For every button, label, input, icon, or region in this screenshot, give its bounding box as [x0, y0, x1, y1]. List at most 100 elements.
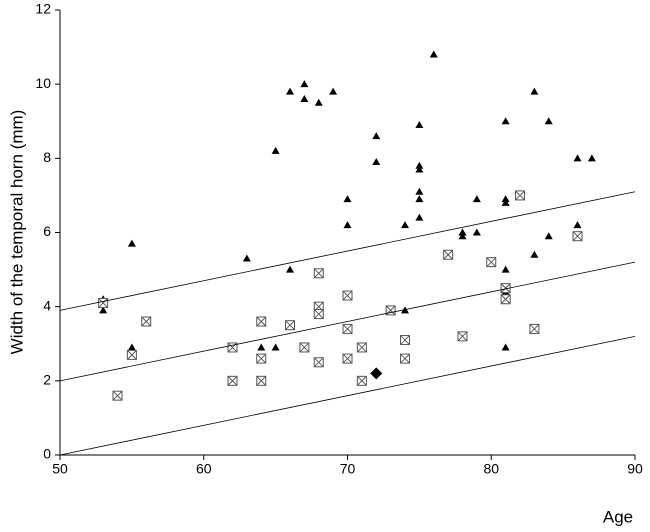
square-cross [500, 294, 511, 305]
square-point [112, 390, 123, 401]
fit-line [59, 191, 636, 311]
x-tick-label: 90 [627, 461, 643, 477]
square-cross [112, 390, 123, 401]
triangle-point [329, 87, 338, 95]
square-cross [400, 335, 410, 345]
triangle-point [472, 228, 481, 236]
square-cross [400, 353, 410, 364]
square-cross [299, 342, 310, 353]
square-cross [357, 375, 367, 386]
square-cross [515, 190, 525, 201]
square-point [141, 316, 152, 327]
diamond-point [370, 367, 383, 380]
y-tick-label: 4 [43, 297, 51, 313]
fit-line [59, 261, 636, 382]
y-axis-label: Width of the temporal horn (mm) [7, 110, 26, 355]
triangle-point [415, 120, 424, 128]
triangle-point [271, 343, 280, 351]
triangle-point [458, 232, 467, 240]
square-point [529, 323, 540, 334]
y-tick-label: 8 [43, 149, 51, 165]
square-point [313, 309, 324, 320]
square-point [227, 375, 238, 386]
square-point [500, 294, 511, 305]
x-tick-label: 70 [340, 461, 356, 477]
triangle-point [415, 195, 424, 203]
y-tick-label: 12 [35, 1, 51, 17]
triangle-point [300, 80, 309, 88]
triangle-point [257, 343, 266, 351]
square-point [443, 249, 454, 260]
square-cross [313, 268, 324, 279]
triangle-point [343, 195, 352, 203]
square-cross [486, 257, 497, 268]
square-cross [500, 283, 511, 293]
square-point [342, 323, 353, 334]
square-point [515, 190, 525, 201]
triangle-point [501, 195, 510, 203]
y-tick-label: 10 [35, 75, 51, 91]
triangle-point [415, 213, 424, 221]
square-cross [98, 298, 108, 308]
triangle-point [415, 165, 424, 173]
square-cross [141, 316, 152, 327]
square-point [285, 320, 295, 331]
triangle-point [99, 306, 108, 314]
triangle-point [472, 195, 481, 203]
triangle-point [300, 95, 309, 102]
triangle-point [530, 87, 539, 95]
square-point [486, 257, 497, 268]
square-point [457, 331, 468, 342]
triangle-point [372, 158, 381, 166]
square-cross [285, 320, 295, 331]
triangle-point [271, 146, 280, 154]
square-point [227, 342, 238, 353]
triangle-point [530, 250, 539, 258]
x-tick-label: 80 [483, 461, 499, 477]
triangle-point [242, 254, 251, 262]
triangle-point [415, 187, 424, 195]
triangle-point [286, 87, 294, 95]
square-cross [443, 249, 453, 260]
y-tick-label: 6 [43, 223, 51, 239]
x-tick-label: 50 [52, 461, 68, 477]
triangle-point [314, 98, 323, 106]
square-point [572, 231, 583, 242]
square-point [400, 353, 410, 364]
square-cross [342, 353, 353, 364]
square-cross [572, 231, 583, 242]
square-point [256, 316, 267, 327]
triangle-point [343, 221, 352, 229]
triangle-point [501, 265, 510, 273]
square-cross [127, 350, 137, 360]
square-cross [227, 375, 238, 386]
triangle-point [501, 198, 510, 206]
square-point [256, 353, 267, 364]
y-tick-label: 2 [43, 372, 51, 388]
triangle-point [544, 117, 553, 125]
square-cross [313, 357, 324, 368]
triangle-point [573, 221, 582, 229]
y-tick-label: 0 [43, 446, 51, 462]
triangle-point [501, 343, 510, 351]
square-cross [256, 375, 267, 386]
square-point [126, 349, 137, 360]
triangle-point [372, 132, 381, 140]
triangle-point [415, 161, 424, 169]
square-cross [256, 353, 267, 364]
square-cross [457, 331, 468, 342]
square-point [356, 342, 367, 353]
x-tick-label: 60 [196, 461, 212, 477]
triangle-point [573, 154, 582, 162]
square-cross [529, 324, 540, 334]
triangle-point [544, 232, 553, 240]
x-axis-label: Age [603, 507, 633, 526]
square-point [313, 268, 324, 279]
square-cross [342, 324, 353, 334]
fit-line [59, 335, 636, 456]
square-point [400, 335, 410, 346]
square-cross [256, 316, 267, 327]
triangle-point [429, 50, 438, 58]
square-point [256, 375, 267, 386]
